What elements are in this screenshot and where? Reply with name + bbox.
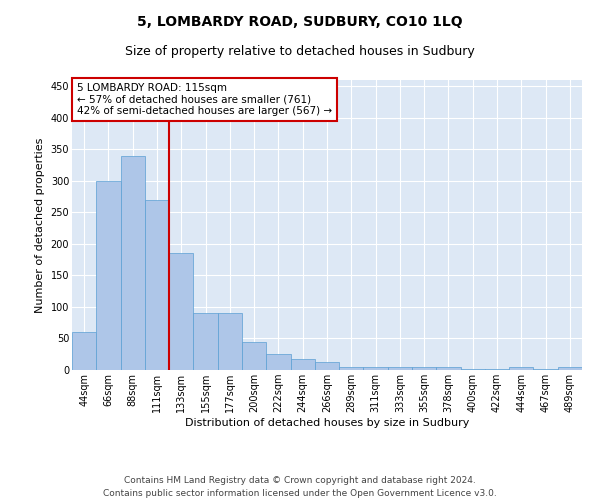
Bar: [290, 358, 315, 370]
Text: 5, LOMBARDY ROAD, SUDBURY, CO10 1LQ: 5, LOMBARDY ROAD, SUDBURY, CO10 1LQ: [137, 15, 463, 29]
Bar: [436, 368, 461, 370]
Bar: [121, 156, 145, 370]
Bar: [558, 368, 582, 370]
Bar: [266, 354, 290, 370]
Text: Size of property relative to detached houses in Sudbury: Size of property relative to detached ho…: [125, 45, 475, 58]
Bar: [72, 332, 96, 370]
Text: Contains HM Land Registry data © Crown copyright and database right 2024.
Contai: Contains HM Land Registry data © Crown c…: [103, 476, 497, 498]
Bar: [509, 368, 533, 370]
Bar: [218, 314, 242, 370]
Bar: [169, 254, 193, 370]
Text: 5 LOMBARDY ROAD: 115sqm
← 57% of detached houses are smaller (761)
42% of semi-d: 5 LOMBARDY ROAD: 115sqm ← 57% of detache…: [77, 83, 332, 116]
Bar: [339, 367, 364, 370]
Bar: [242, 342, 266, 370]
Bar: [364, 368, 388, 370]
Bar: [412, 368, 436, 370]
Bar: [388, 368, 412, 370]
Bar: [96, 181, 121, 370]
Bar: [315, 362, 339, 370]
X-axis label: Distribution of detached houses by size in Sudbury: Distribution of detached houses by size …: [185, 418, 469, 428]
Bar: [193, 314, 218, 370]
Y-axis label: Number of detached properties: Number of detached properties: [35, 138, 45, 312]
Bar: [145, 200, 169, 370]
